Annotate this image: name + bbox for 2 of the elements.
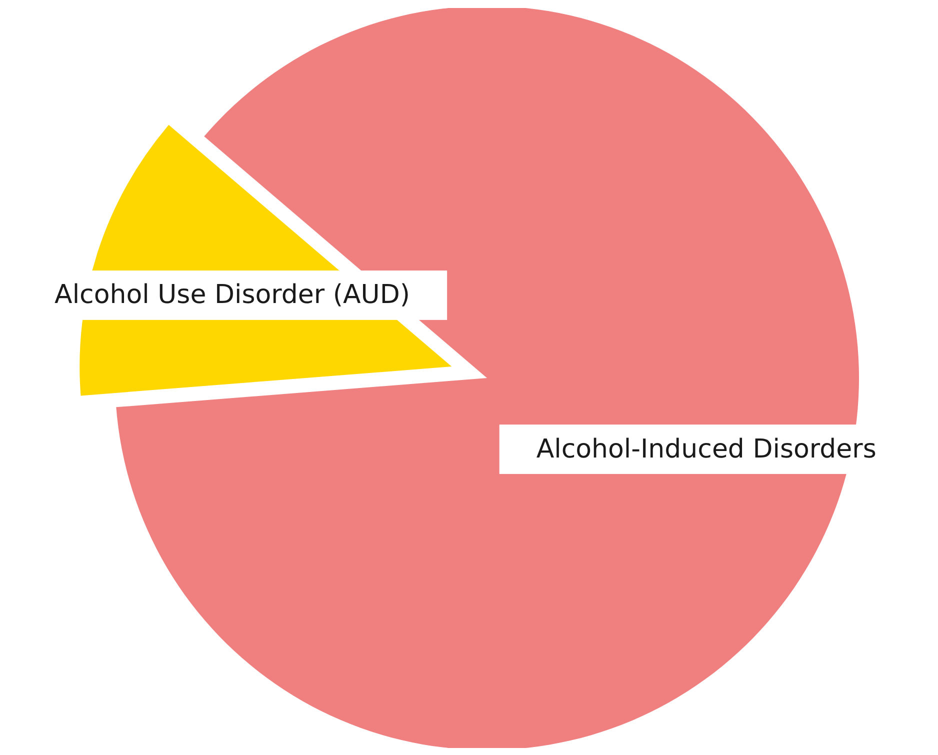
slice-label: Alcohol-Induced Disorders bbox=[536, 434, 876, 464]
slice-label: Alcohol Use Disorder (AUD) bbox=[54, 280, 410, 310]
